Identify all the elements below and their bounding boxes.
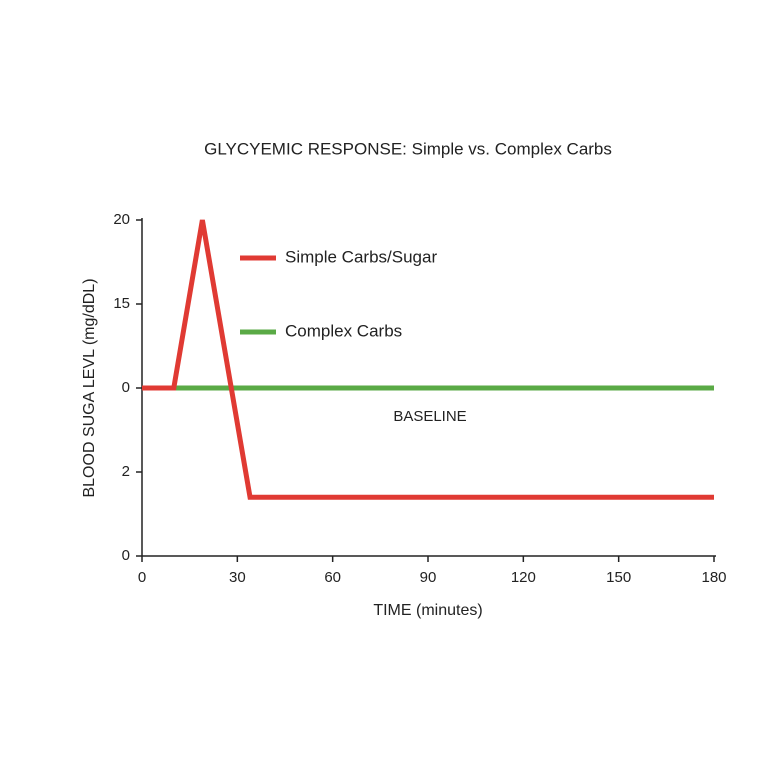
- x-axis-label: TIME (minutes): [373, 602, 482, 619]
- baseline-label: BASELINE: [393, 408, 466, 425]
- x-tick-label: 120: [511, 569, 536, 586]
- legend-label: Simple Carbs/Sugar: [285, 247, 437, 266]
- y-tick-label: 0: [122, 379, 130, 396]
- legend-label: Complex Carbs: [285, 321, 402, 340]
- x-tick-label: 90: [420, 569, 437, 586]
- x-tick-label: 30: [229, 569, 246, 586]
- series-line: [142, 219, 714, 500]
- y-axis-label: BLOOD SUGA LEVL (mg/dDL): [81, 278, 98, 497]
- y-tick-label: 0: [122, 547, 130, 564]
- x-tick-label: 60: [324, 569, 341, 586]
- y-tick-label: 15: [113, 295, 130, 312]
- x-tick-label: 0: [138, 569, 146, 586]
- chart-title: GLYCYEMIC RESPONSE: Simple vs. Complex C…: [204, 139, 612, 158]
- x-tick-label: 150: [606, 569, 631, 586]
- x-tick-label: 180: [701, 569, 726, 586]
- y-tick-label: 20: [113, 211, 130, 228]
- y-tick-label: 2: [122, 463, 130, 480]
